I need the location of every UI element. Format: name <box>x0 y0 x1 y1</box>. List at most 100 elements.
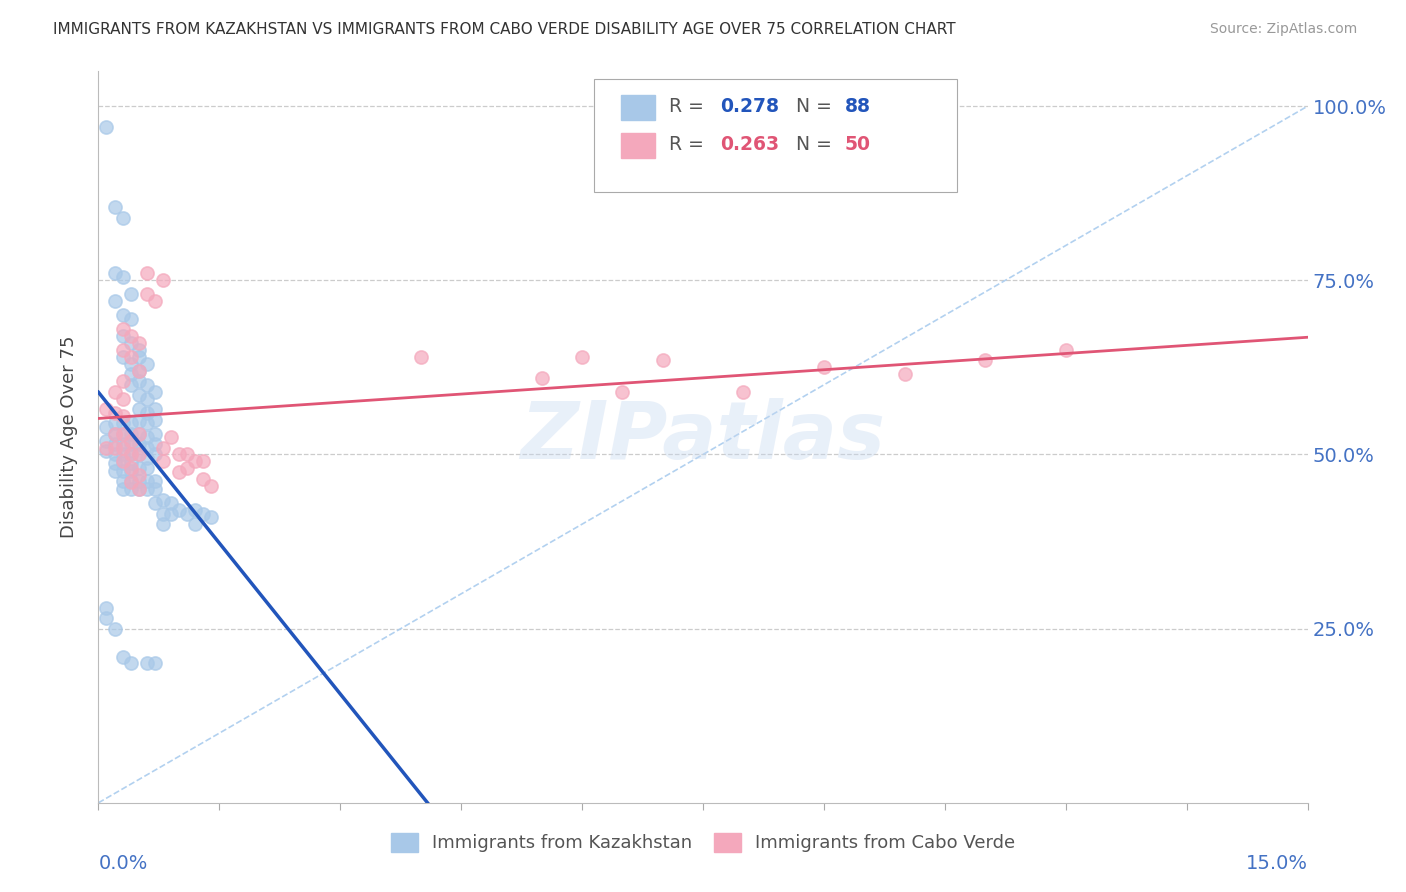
Y-axis label: Disability Age Over 75: Disability Age Over 75 <box>59 335 77 539</box>
Point <box>733 384 755 399</box>
Point <box>120 350 142 364</box>
Point <box>96 120 118 134</box>
Point <box>651 353 673 368</box>
Point <box>96 611 118 625</box>
Point <box>128 414 150 428</box>
Point <box>120 456 142 470</box>
Point <box>135 441 157 455</box>
Point <box>96 434 118 448</box>
Point <box>571 350 593 364</box>
Point <box>135 657 157 671</box>
Point <box>120 311 142 326</box>
Point <box>111 322 134 336</box>
Point <box>143 402 166 417</box>
Point <box>143 437 166 451</box>
Point <box>103 622 125 636</box>
FancyBboxPatch shape <box>595 78 957 192</box>
Point <box>143 294 166 309</box>
Point <box>96 402 118 417</box>
Point <box>176 507 198 521</box>
Point <box>143 657 166 671</box>
Point <box>135 483 157 497</box>
Point <box>128 350 150 364</box>
Point <box>111 416 134 430</box>
Point <box>612 384 634 399</box>
Point <box>135 450 157 465</box>
Point <box>1054 343 1077 357</box>
Point <box>160 507 183 521</box>
Text: N =: N = <box>785 135 838 154</box>
Point <box>128 474 150 488</box>
Point <box>135 377 157 392</box>
Point <box>103 406 125 420</box>
Point <box>103 437 125 451</box>
Point <box>111 474 134 488</box>
Text: 0.0%: 0.0% <box>98 854 148 873</box>
Point <box>193 454 215 468</box>
Point <box>111 211 134 225</box>
Point <box>143 384 166 399</box>
Point <box>152 441 174 455</box>
Point <box>128 375 150 389</box>
Point <box>135 430 157 444</box>
Text: IMMIGRANTS FROM KAZAKHSTAN VS IMMIGRANTS FROM CABO VERDE DISABILITY AGE OVER 75 : IMMIGRANTS FROM KAZAKHSTAN VS IMMIGRANTS… <box>53 22 956 37</box>
Point <box>103 416 125 430</box>
Point <box>111 269 134 284</box>
Point <box>96 419 118 434</box>
Point <box>111 464 134 478</box>
Point <box>128 364 150 378</box>
Point <box>193 507 215 521</box>
Point <box>135 392 157 406</box>
Point <box>143 474 166 488</box>
Point <box>143 426 166 441</box>
Point <box>103 456 125 470</box>
Point <box>120 336 142 351</box>
Point <box>128 336 150 351</box>
Point <box>120 437 142 451</box>
Point <box>96 444 118 458</box>
Point <box>128 483 150 497</box>
Point <box>128 437 150 451</box>
Point <box>409 350 432 364</box>
Point <box>176 461 198 475</box>
Point <box>111 308 134 322</box>
Point <box>120 368 142 382</box>
Point <box>152 517 174 532</box>
Point <box>111 392 134 406</box>
Point <box>111 426 134 441</box>
Text: 0.278: 0.278 <box>720 97 779 116</box>
Point <box>135 474 157 488</box>
Point <box>120 434 142 448</box>
Point <box>167 465 190 479</box>
Point <box>103 200 125 214</box>
Point <box>813 360 835 375</box>
Legend: Immigrants from Kazakhstan, Immigrants from Cabo Verde: Immigrants from Kazakhstan, Immigrants f… <box>384 826 1022 860</box>
Point <box>120 287 142 301</box>
Point <box>143 412 166 426</box>
Point <box>135 266 157 280</box>
Point <box>111 649 134 664</box>
Point <box>103 426 125 441</box>
Point <box>120 657 142 671</box>
Text: 50: 50 <box>845 135 870 154</box>
Point <box>152 492 174 507</box>
Point <box>184 503 207 517</box>
Point <box>111 409 134 424</box>
Point <box>111 441 134 455</box>
Bar <box>621 133 655 158</box>
Point <box>128 483 150 497</box>
Point <box>111 483 134 497</box>
Point <box>893 368 915 382</box>
Point <box>135 406 157 420</box>
Point <box>120 483 142 497</box>
Point <box>111 375 134 389</box>
Point <box>152 273 174 287</box>
Point <box>103 384 125 399</box>
Point <box>111 456 134 470</box>
Point <box>128 388 150 402</box>
Point <box>530 371 553 385</box>
Text: 88: 88 <box>845 97 870 116</box>
Point <box>111 448 134 462</box>
Point <box>120 377 142 392</box>
Point <box>120 475 142 490</box>
